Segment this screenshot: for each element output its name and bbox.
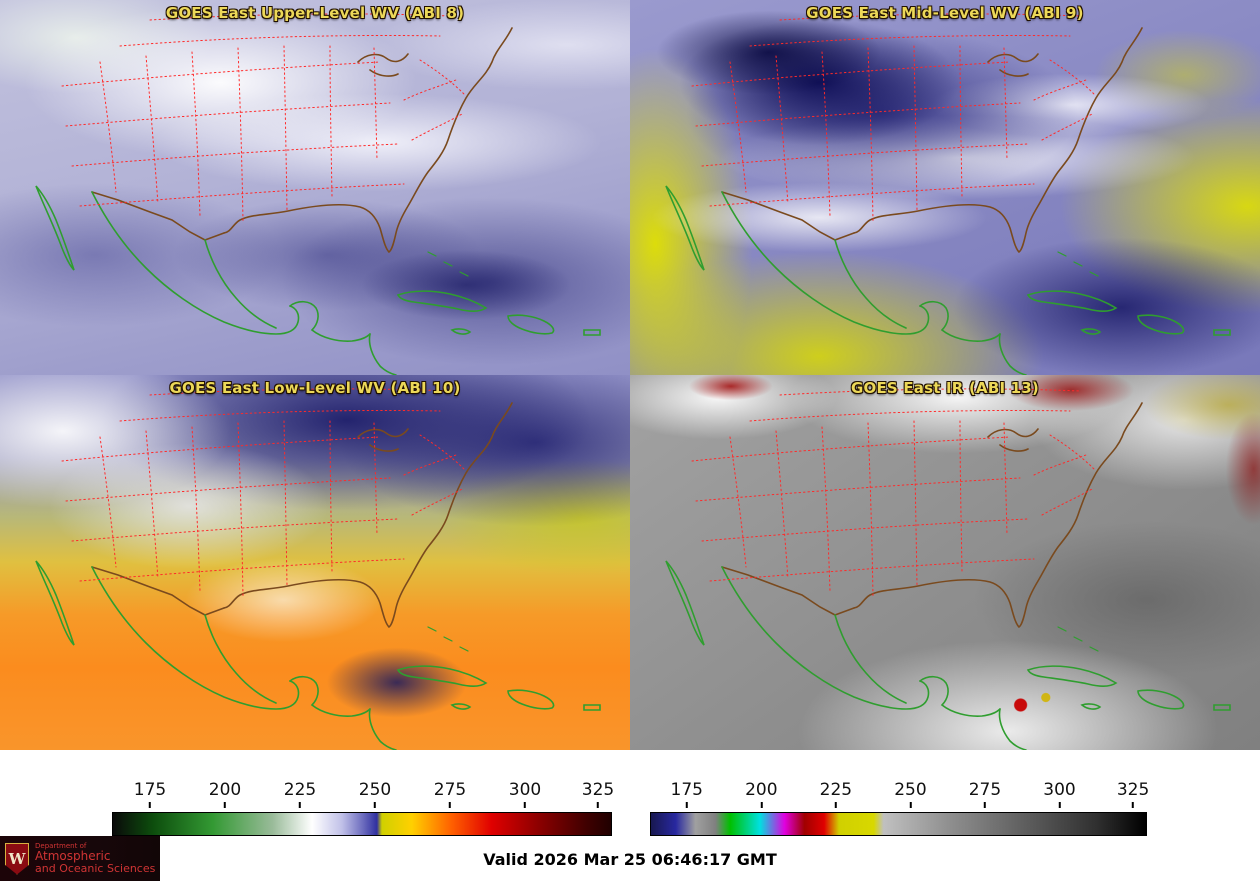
tick-mark <box>1058 802 1061 808</box>
logo-name-line1: Atmospheric <box>35 849 111 864</box>
tick-label: 225 <box>819 780 853 800</box>
tick-mark <box>983 802 986 808</box>
tick-mark <box>760 802 763 808</box>
tick-mark <box>1132 802 1135 808</box>
panel-low-level-wv: GOES East Low-Level WV (ABI 10) <box>0 375 630 750</box>
panel-title-upper-wv: GOES East Upper-Level WV (ABI 8) <box>165 4 465 22</box>
ir-tick: 300 <box>1043 780 1076 808</box>
ir-tick: 275 <box>969 780 1001 808</box>
tick-mark <box>596 802 599 808</box>
tick-mark <box>298 802 301 808</box>
panel-grid: GOES East Upper-Level WV (ABI 8) GOES Ea… <box>0 0 1260 750</box>
tick-label: 275 <box>433 780 467 800</box>
basemap-overlay <box>35 13 601 375</box>
panel-ir: GOES East IR (ABI 13) <box>630 375 1260 750</box>
logo-text: Department of Atmospheric and Oceanic Sc… <box>35 841 156 875</box>
footer: 175 200 225 250 275 300 325 175 200 225 … <box>0 750 1260 881</box>
tick-label: 175 <box>670 780 703 800</box>
uw-aos-logo: W Department of Atmospheric and Oceanic … <box>0 836 160 881</box>
tick-mark <box>834 802 837 808</box>
valid-timestamp: Valid 2026 Mar 25 06:46:17 GMT <box>483 850 777 869</box>
tick-mark <box>148 802 151 808</box>
wv-tick: 250 <box>359 780 391 808</box>
tick-mark <box>448 802 451 808</box>
basemap-overlay <box>665 388 1231 750</box>
logo-name-line2: and Oceanic Sciences <box>35 861 156 875</box>
panel-title-ir: GOES East IR (ABI 13) <box>850 379 1039 397</box>
wv-colorbar: 175 200 225 250 275 300 325 <box>112 780 614 838</box>
basemap-overlay <box>665 13 1231 375</box>
tick-label: 325 <box>581 780 615 800</box>
ir-tick: 225 <box>820 780 852 808</box>
tick-mark <box>685 802 688 808</box>
ir-tick: 325 <box>1117 780 1149 808</box>
tick-mark <box>523 802 526 808</box>
tick-label: 200 <box>208 780 242 800</box>
panel-mid-level-wv: GOES East Mid-Level WV (ABI 9) <box>630 0 1260 375</box>
ir-tick: 250 <box>894 780 927 808</box>
tick-mark <box>373 802 376 808</box>
wv-tick: 300 <box>509 780 541 808</box>
uw-crest-icon: W <box>5 842 29 875</box>
panel-title-low-wv: GOES East Low-Level WV (ABI 10) <box>169 379 461 397</box>
tick-label: 250 <box>358 780 392 800</box>
wv-tick: 275 <box>434 780 466 808</box>
tick-mark <box>909 802 912 808</box>
tick-label: 325 <box>1116 780 1150 800</box>
tick-label: 300 <box>508 780 542 800</box>
panel-title-mid-wv: GOES East Mid-Level WV (ABI 9) <box>806 4 1084 22</box>
ir-tick: 175 <box>671 780 703 808</box>
tick-mark <box>223 802 226 808</box>
tick-label: 175 <box>133 780 167 800</box>
tick-label: 275 <box>968 780 1002 800</box>
wv-tick: 175 <box>134 780 166 808</box>
ir-tick: 200 <box>745 780 778 808</box>
wv-tick: 200 <box>209 780 241 808</box>
wv-color-scale <box>112 812 612 836</box>
panel-upper-level-wv: GOES East Upper-Level WV (ABI 8) <box>0 0 630 375</box>
tick-label: 300 <box>1043 780 1076 800</box>
wv-tick: 225 <box>284 780 316 808</box>
basemap-overlay <box>35 388 601 750</box>
tick-label: 200 <box>745 780 778 800</box>
tick-label: 250 <box>894 780 927 800</box>
tick-label: 225 <box>283 780 317 800</box>
ir-color-scale <box>650 812 1147 836</box>
logo-dept-line: Department of <box>35 841 87 850</box>
ir-colorbar: 175 200 225 250 275 300 325 <box>650 780 1149 838</box>
wv-tick: 325 <box>582 780 614 808</box>
